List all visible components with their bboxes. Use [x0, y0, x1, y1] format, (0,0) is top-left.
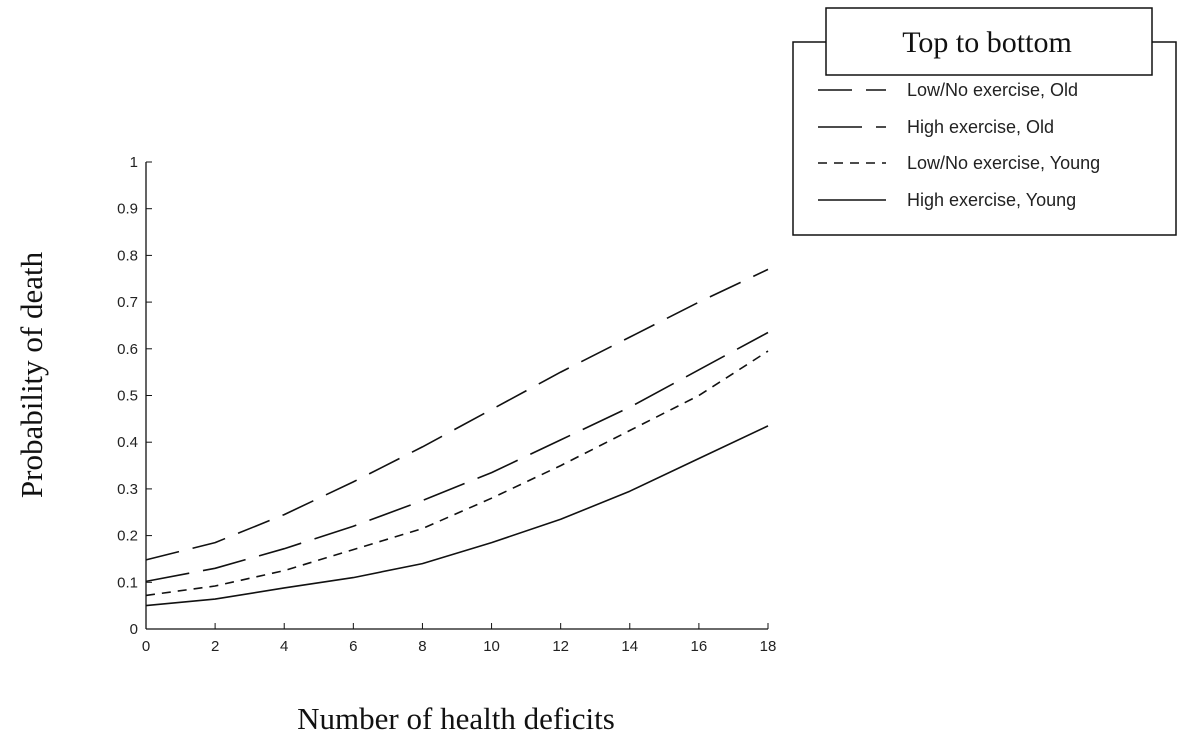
y-tick-label: 0.1: [117, 574, 138, 591]
x-tick-label: 4: [280, 638, 288, 655]
legend: Top to bottom Low/No exercise, Old High e…: [792, 7, 1177, 236]
y-tick-label: 0: [130, 621, 138, 638]
legend-entries: Low/No exercise, Old High exercise, Old Lo…: [818, 80, 1100, 210]
x-tick-label: 14: [621, 638, 638, 655]
x-tick-label: 12: [552, 638, 569, 655]
y-axis-label: Probability of death: [14, 251, 49, 498]
x-axis-label: Number of health deficits: [297, 701, 615, 736]
y-tick-label: 0.6: [117, 341, 138, 358]
series-line-3: [145, 350, 769, 597]
x-tick-label: 16: [691, 638, 708, 655]
y-tick-label: 0.3: [117, 481, 138, 498]
legend-title: Top to bottom: [902, 26, 1072, 59]
y-tick-label: 0.8: [117, 247, 138, 264]
y-tick-label: 0.7: [117, 294, 138, 311]
y-tick-label: 1: [130, 154, 138, 171]
x-tick-label: 18: [760, 638, 777, 655]
legend-entry-label: Low/No exercise, Young: [907, 153, 1100, 173]
y-tick-label: 0.2: [117, 528, 138, 545]
x-tick-label: 6: [349, 638, 357, 655]
x-tick-label: 10: [483, 638, 500, 655]
series-line-1: [145, 268, 769, 561]
y-tick-label: 0.9: [117, 201, 138, 218]
axes: 00.10.20.30.40.50.60.70.80.910 2 4 6 8 10 12 14…: [117, 154, 776, 655]
legend-title-box: [825, 7, 1153, 76]
x-tick-label: 2: [211, 638, 219, 655]
y-tick-label: 0.4: [117, 434, 138, 451]
plot-lines: [145, 268, 769, 607]
series-line-2: [145, 331, 769, 583]
legend-entry-label: High exercise, Old: [907, 117, 1054, 137]
legend-entry-label: High exercise, Young: [907, 190, 1076, 210]
legend-entry-label: Low/No exercise, Old: [907, 80, 1078, 100]
x-tick-label: 8: [418, 638, 426, 655]
x-tick-label: 0: [142, 638, 150, 655]
series-line-4: [145, 425, 769, 607]
y-tick-label: 0.5: [117, 388, 138, 405]
